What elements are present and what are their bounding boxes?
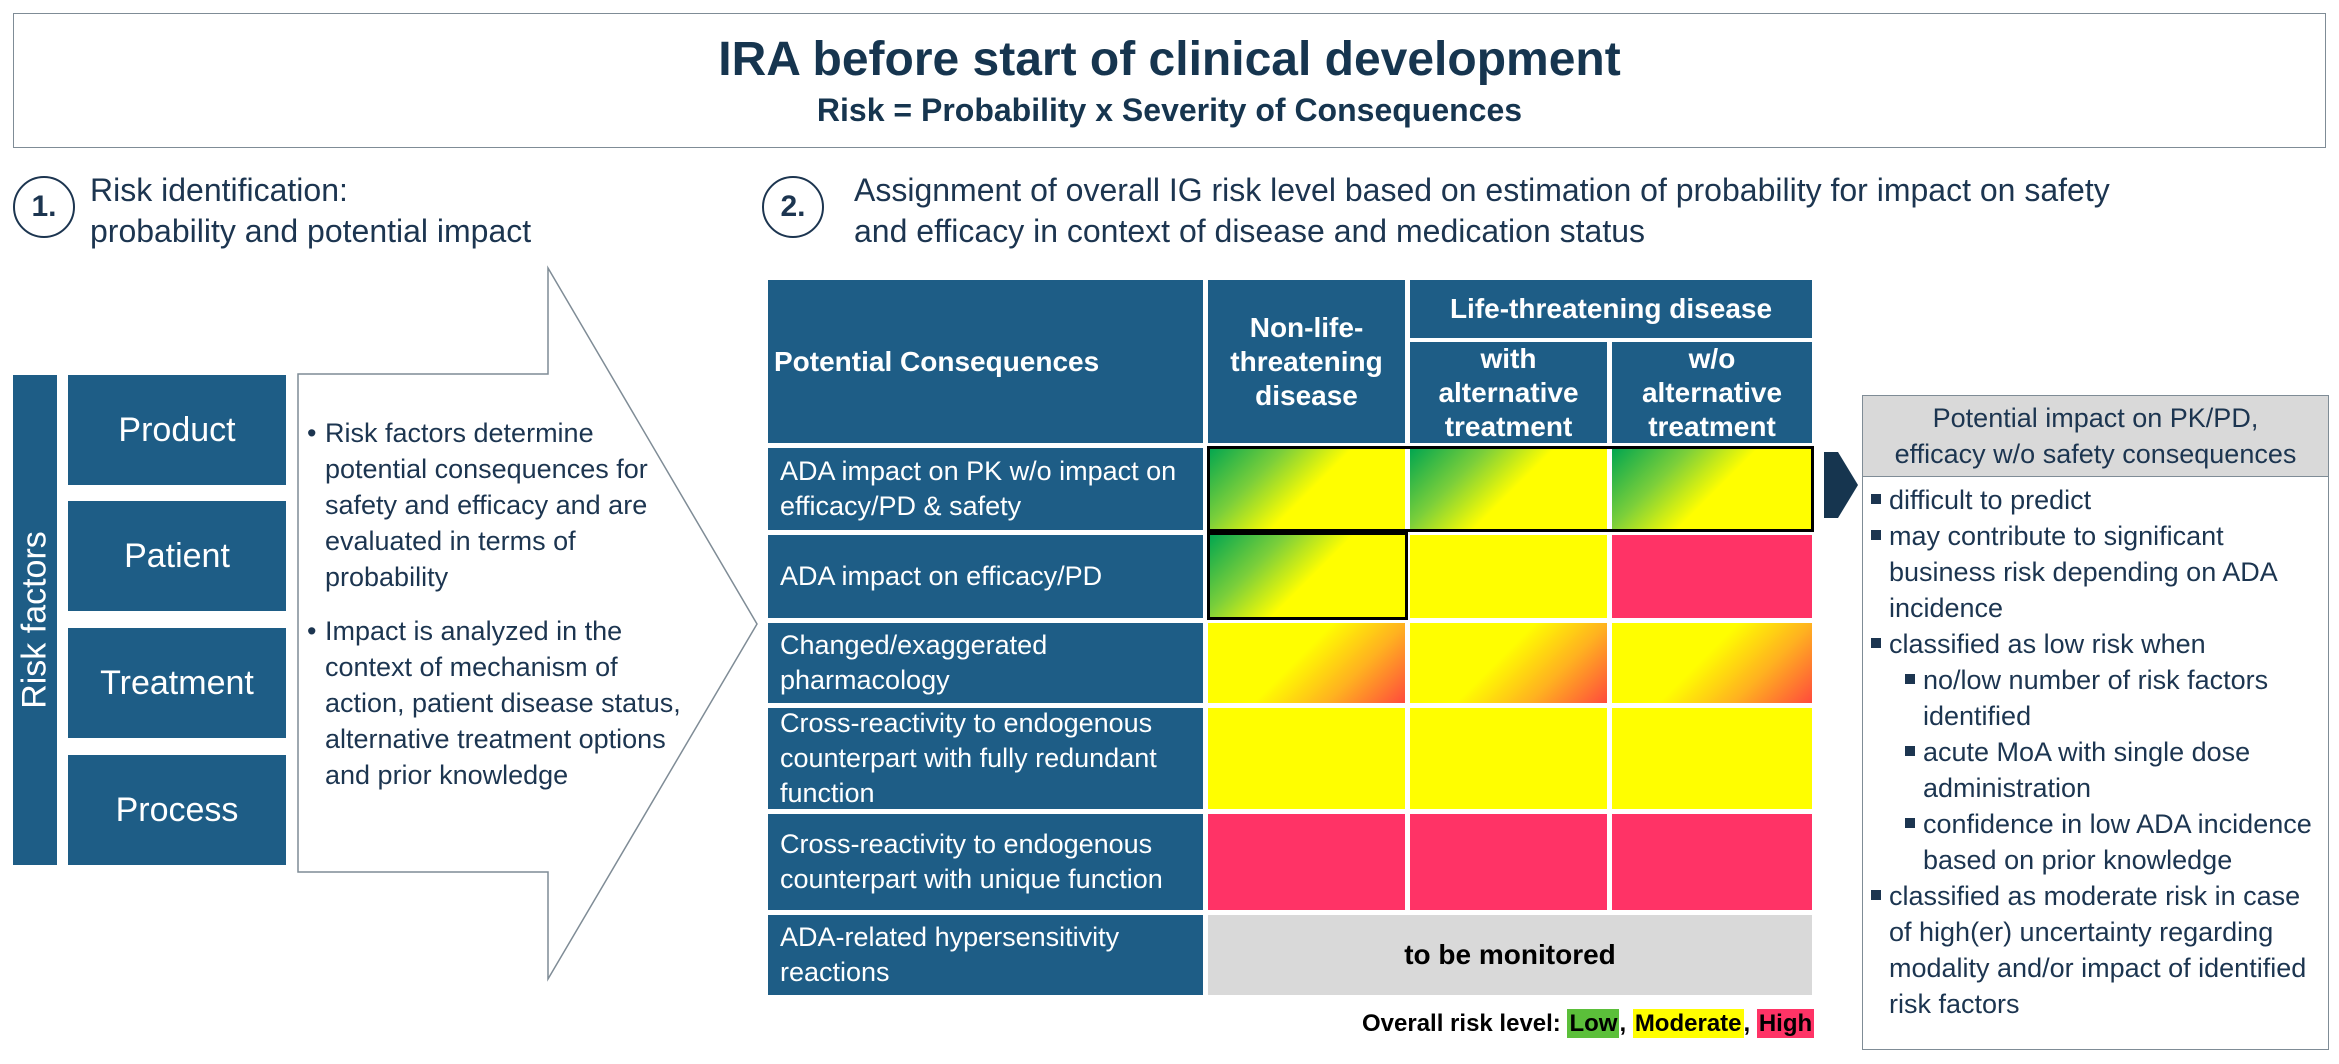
section-2-title-line2: and efficacy in context of disease and m… <box>854 213 1645 249</box>
section-1-number: 1. <box>13 176 75 238</box>
arrow-bullet-2: Impact is analyzed in the context of mec… <box>307 613 687 793</box>
row-label-pharmacology: Changed/exaggerated pharmacology <box>768 623 1203 703</box>
risk-cell-low-moderate <box>1612 448 1812 530</box>
list-item: classified as low risk when <box>1868 626 2323 662</box>
highlight-frame-row2 <box>1207 532 1408 620</box>
list-sub-item: confidence in low ADA incidence based on… <box>1868 806 2323 878</box>
impact-panel-title-line2: efficacy w/o safety consequences <box>1894 439 2297 469</box>
risk-factors-label-bar: Risk factors <box>13 375 57 865</box>
section-1-title: Risk identification: probability and pot… <box>90 170 531 252</box>
risk-cell-moderate <box>1612 708 1812 809</box>
legend-prefix: Overall risk level: <box>1362 1010 1561 1037</box>
section-2-title-line1: Assignment of overall IG risk level base… <box>854 172 2110 208</box>
arrow-bullet-1: Risk factors determine potential consequ… <box>307 415 687 595</box>
column-header-non-life-threatening: Non-life-threatening disease <box>1208 280 1405 443</box>
title-banner: IRA before start of clinical development… <box>13 13 2326 148</box>
column-header-life-threatening: Life-threatening disease <box>1410 280 1812 338</box>
risk-cell-moderate-high <box>1208 623 1405 703</box>
risk-cell-high <box>1410 814 1607 910</box>
chevron-right-icon <box>1824 452 1858 518</box>
column-header-with-alternative: with alternative treatment <box>1410 342 1607 443</box>
list-item: may contribute to significant business r… <box>1868 518 2323 626</box>
risk-cell-moderate <box>1208 708 1405 809</box>
legend-high: High <box>1756 1009 1815 1038</box>
row-label-hypersensitivity: ADA-related hypersensitivity reactions <box>768 915 1203 995</box>
risk-factor-process: Process <box>68 755 286 865</box>
risk-cell-low-moderate <box>1410 448 1607 530</box>
list-sub-item: no/low number of risk factors identified <box>1868 662 2323 734</box>
section-2-number: 2. <box>762 176 824 238</box>
risk-cell-moderate-high <box>1410 623 1607 703</box>
risk-cell-high <box>1612 814 1812 910</box>
list-item: difficult to predict <box>1868 482 2323 518</box>
risk-cell-low-moderate <box>1208 448 1405 530</box>
row-label-pk-impact: ADA impact on PK w/o impact on efficacy/… <box>768 448 1203 530</box>
risk-cell-moderate <box>1410 535 1607 618</box>
impact-panel-title-line1: Potential impact on PK/PD, <box>1932 403 2259 433</box>
matrix-corner-header: Potential Consequences <box>768 280 1203 443</box>
row-label-cross-reactivity-unique: Cross-reactivity to endogenous counterpa… <box>768 814 1203 910</box>
section-2-title: Assignment of overall IG risk level base… <box>854 170 2254 252</box>
risk-factor-patient: Patient <box>68 501 286 611</box>
legend-moderate: Moderate <box>1632 1009 1744 1038</box>
impact-panel-header: Potential impact on PK/PD, efficacy w/o … <box>1862 395 2329 477</box>
risk-level-legend: Overall risk level: Low, Moderate, High <box>1362 1009 1815 1038</box>
list-sub-item: acute MoA with single dose administratio… <box>1868 734 2323 806</box>
column-header-without-alternative: w/o alternative treatment <box>1612 342 1812 443</box>
risk-cell-high <box>1612 535 1812 618</box>
to-be-monitored-cell: to be monitored <box>1208 915 1812 995</box>
page-title: IRA before start of clinical development <box>718 33 1621 86</box>
risk-factors-label: Risk factors <box>15 531 54 709</box>
risk-factor-treatment: Treatment <box>68 628 286 738</box>
risk-cell-moderate <box>1410 708 1607 809</box>
arrow-text-block: Risk factors determine potential consequ… <box>307 415 687 793</box>
legend-separator: , <box>1619 1010 1627 1037</box>
highlight-frame-row1 <box>1207 446 1814 532</box>
section-1-title-line1: Risk identification: <box>90 172 348 208</box>
list-item: classified as moderate risk in case of h… <box>1868 878 2323 1022</box>
row-label-efficacy-impact: ADA impact on efficacy/PD <box>768 535 1203 618</box>
impact-list: difficult to predict may contribute to s… <box>1868 482 2323 1022</box>
page-subtitle: Risk = Probability x Severity of Consequ… <box>816 92 1523 128</box>
section-1-title-line2: probability and potential impact <box>90 213 532 249</box>
risk-cell-low-moderate <box>1208 535 1405 618</box>
row-label-cross-reactivity-redundant: Cross-reactivity to endogenous counterpa… <box>768 708 1203 809</box>
risk-cell-moderate-high <box>1612 623 1812 703</box>
legend-separator: , <box>1743 1010 1751 1037</box>
risk-factor-product: Product <box>68 375 286 485</box>
risk-cell-high <box>1208 814 1405 910</box>
legend-low: Low <box>1567 1009 1620 1038</box>
